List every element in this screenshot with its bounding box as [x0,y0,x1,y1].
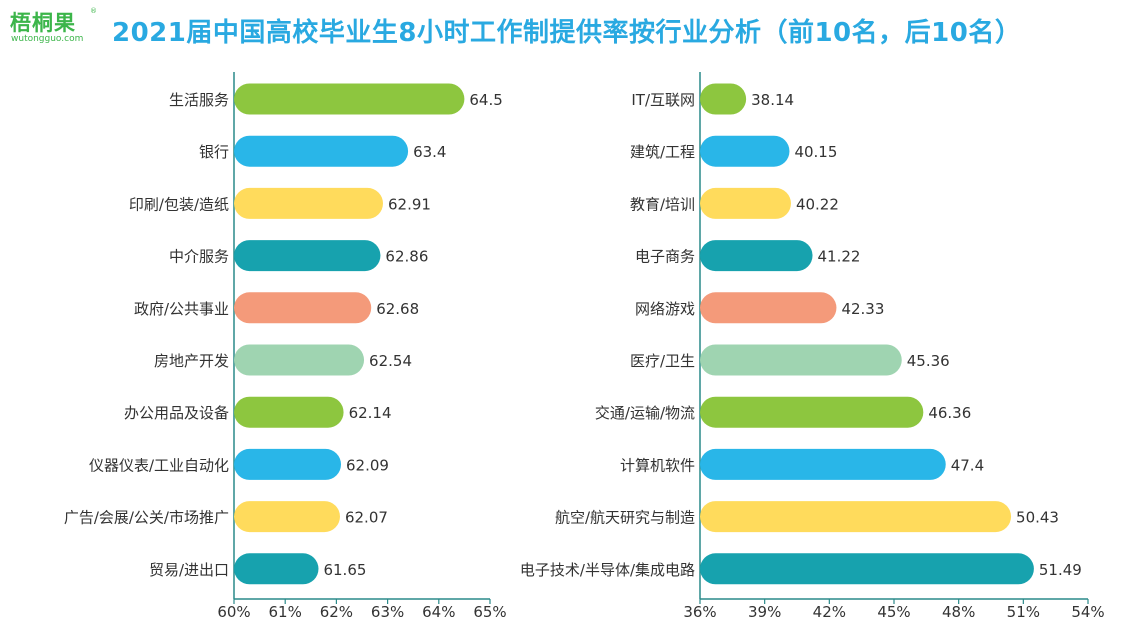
top10-category-label: 印刷/包装/造纸 [129,195,229,213]
bottom10-value-label: 38.14 [751,91,794,109]
top10-tick-label: 63% [371,603,404,621]
bottom10-category-label: 电子商务 [635,248,695,266]
bottom10-tick-label: 42% [813,603,846,621]
bottom10-category-label: 计算机软件 [620,456,695,474]
top10-value-label: 62.91 [388,195,431,213]
top10-category-label: 生活服务 [169,91,229,109]
top10-bar [234,135,409,167]
logo: 梧桐果 ® wutongguo.com [10,7,100,47]
top10-bar [234,292,372,324]
top10-value-label: 62.86 [385,248,428,266]
bottom10-bar [700,448,946,480]
bottom10-value-label: 42.33 [841,300,884,318]
top10-bar [234,553,319,585]
top10-bar [234,396,344,428]
bottom10-bar [700,135,790,167]
top10-value-label: 64.5 [469,91,502,109]
top10-category-label: 银行 [199,143,229,161]
top10-value-label: 63.4 [413,143,446,161]
chart-title: 2021届中国高校毕业生8小时工作制提供率按行业分析（前10名，后10名） [112,18,1022,48]
top10-tick-label: 64% [422,603,455,621]
logo-registered-mark: ® [90,7,97,15]
bottom10-category-label: 教育/培训 [630,195,695,213]
top10-category-label: 政府/公共事业 [134,300,229,318]
bottom10-tick-label: 51% [1007,603,1040,621]
top10-value-label: 62.14 [349,404,392,422]
top10-bar [234,83,465,115]
bottom10-category-label: 建筑/工程 [630,143,695,161]
top10-bar [234,240,381,272]
bottom10-category-label: 交通/运输/物流 [595,404,695,422]
top10-value-label: 62.07 [345,509,388,527]
bottom10-category-label: 医疗/卫生 [630,352,695,370]
bottom10-value-label: 45.36 [907,352,950,370]
top10-tick-label: 60% [217,603,250,621]
bottom10-category-label: 网络游戏 [635,300,695,318]
bottom10-bar [700,292,837,324]
bottom10-bar [700,187,791,219]
logo-site: wutongguo.com [11,34,84,44]
bottom10-value-label: 41.22 [818,248,861,266]
bottom10-tick-label: 48% [942,603,975,621]
top10-bar [234,448,342,480]
bottom10-category-label: 电子技术/半导体/集成电路 [520,561,695,579]
bottom10-tick-label: 45% [877,603,910,621]
bottom10-value-label: 47.4 [951,456,984,474]
bottom10-category-label: 航空/航天研究与制造 [555,509,695,527]
bottom10-value-label: 51.49 [1039,561,1082,579]
top10-chart: 60% 61% 62% 63% 64% 65% 生活服务 64.5 银行 63.4 印刷/包装/造纸… [64,72,507,621]
top10-category-label: 中介服务 [169,248,229,266]
bottom10-bar [700,501,1012,533]
bottom10-value-label: 40.15 [794,143,837,161]
bottom10-bar [700,553,1034,585]
bottom10-tick-label: 36% [683,603,716,621]
top10-value-label: 62.09 [346,456,389,474]
bottom10-tick-label: 39% [748,603,781,621]
bottom10-chart: 36% 39% 42% 45% 48% 51% 54% IT/互联网 38.14 建筑/工程 40.… [520,72,1105,621]
top10-tick-label: 61% [269,603,302,621]
top10-bar [234,187,383,219]
bottom10-bar [700,240,813,272]
bottom10-bar [700,344,902,376]
logo-name: 梧桐果 [10,11,76,35]
top10-bar [234,344,365,376]
top10-value-label: 61.65 [323,561,366,579]
bottom10-category-label: IT/互联网 [631,91,695,109]
top10-bar [234,501,340,533]
bottom10-tick-label: 54% [1071,603,1104,621]
top10-tick-label: 62% [320,603,353,621]
top10-category-label: 办公用品及设备 [124,404,229,422]
top10-tick-label: 65% [473,603,506,621]
bottom10-value-label: 40.22 [796,195,839,213]
bottom10-value-label: 46.36 [928,404,971,422]
bottom10-bar [700,396,924,428]
top10-value-label: 62.54 [369,352,412,370]
top10-category-label: 贸易/进出口 [149,561,229,579]
top10-value-label: 62.68 [376,300,419,318]
bottom10-value-label: 50.43 [1016,509,1059,527]
bottom10-bar [700,83,747,115]
top10-category-label: 房地产开发 [154,352,229,370]
top10-category-label: 广告/会展/公关/市场推广 [64,509,229,527]
top10-category-label: 仪器仪表/工业自动化 [89,456,229,474]
